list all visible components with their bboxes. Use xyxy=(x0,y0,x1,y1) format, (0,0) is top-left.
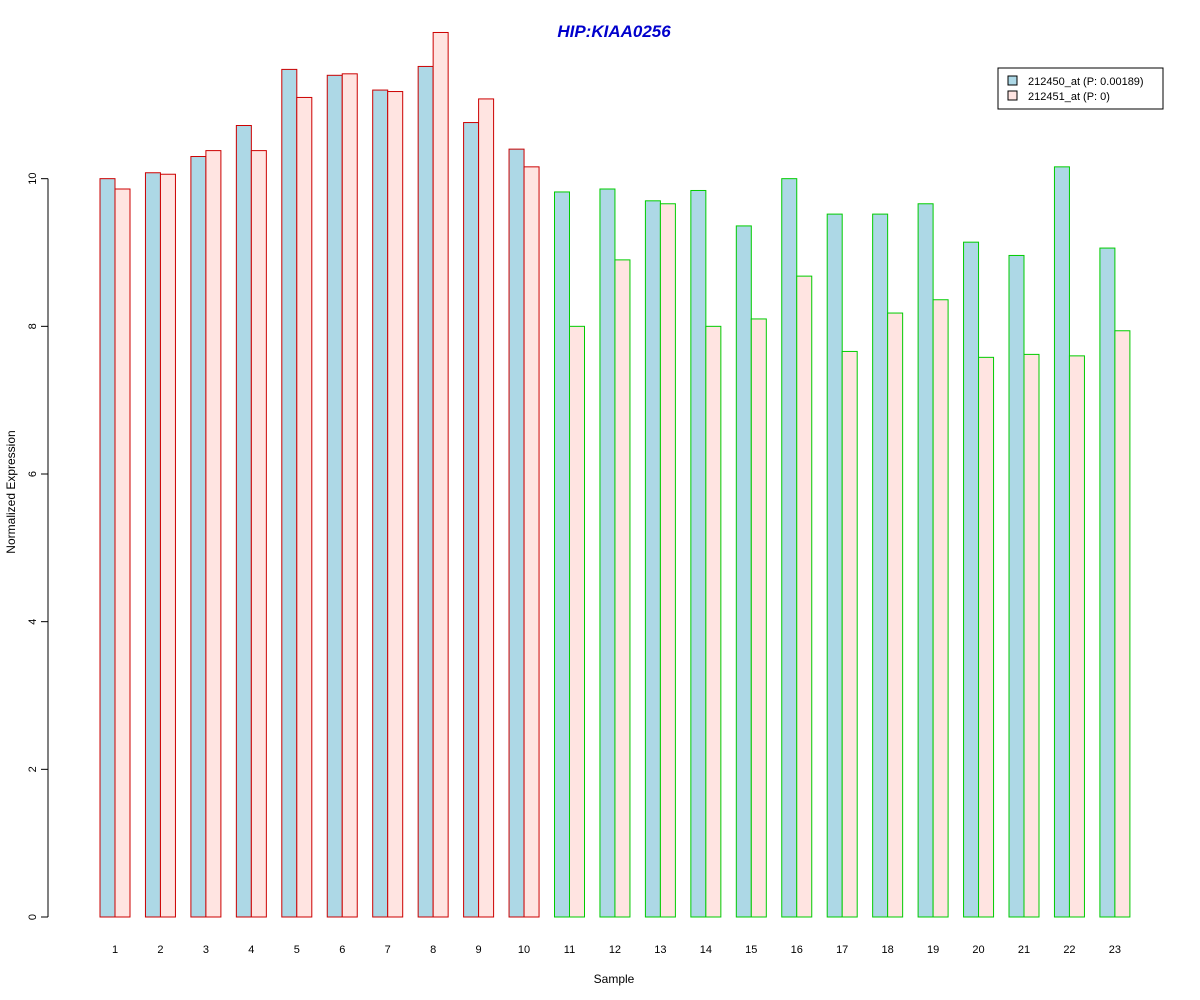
bar-sample-8-series-1 xyxy=(417,65,434,918)
x-tick-label-10: 10 xyxy=(518,944,530,956)
bar-sample-2-series-2 xyxy=(159,173,176,918)
bar-sample-22-series-2 xyxy=(1068,355,1085,918)
legend: 212450_at (P: 0.00189) 212451_at (P: 0) xyxy=(997,67,1164,110)
bar-sample-16-series-2 xyxy=(796,275,813,918)
bar-sample-14-series-1 xyxy=(690,189,707,918)
legend-label-212451: 212451_at (P: 0) xyxy=(1028,91,1110,103)
bar-sample-5-series-1 xyxy=(281,68,298,918)
x-tick-label-7: 7 xyxy=(385,944,391,956)
x-tick-label-1: 1 xyxy=(112,944,118,956)
x-axis-tick-labels: 1 2 3 4 5 6 7 8 9 10 11 12 13 14 15 16 17 18 19 20 21 22 23 xyxy=(112,944,1121,956)
bar-sample-5-series-2 xyxy=(296,96,313,918)
bar-sample-20-series-2 xyxy=(978,356,995,918)
bar-sample-1-series-2 xyxy=(114,188,131,918)
bar-sample-9-series-2 xyxy=(478,98,495,918)
y-axis-title: Normalized Expression xyxy=(4,430,18,553)
bar-sample-4-series-1 xyxy=(235,125,252,918)
x-tick-label-14: 14 xyxy=(700,944,712,956)
bar-sample-10-series-2 xyxy=(523,166,540,918)
x-tick-label-5: 5 xyxy=(294,944,300,956)
x-tick-label-15: 15 xyxy=(745,944,757,956)
bar-sample-6-series-2 xyxy=(341,73,358,918)
x-tick-label-20: 20 xyxy=(972,944,984,956)
bar-sample-8-series-2 xyxy=(432,31,449,918)
y-axis: 0 2 4 6 8 10 xyxy=(27,173,49,920)
bar-sample-9-series-1 xyxy=(463,122,480,918)
x-tick-label-9: 9 xyxy=(476,944,482,956)
x-tick-label-19: 19 xyxy=(927,944,939,956)
bar-sample-19-series-1 xyxy=(917,203,934,918)
legend-label-212450: 212450_at (P: 0.00189) xyxy=(1028,76,1144,88)
bar-sample-15-series-1 xyxy=(735,225,752,918)
bar-sample-3-series-1 xyxy=(190,156,207,918)
bar-sample-12-series-1 xyxy=(599,188,616,918)
legend-swatch-212450 xyxy=(1007,75,1018,86)
bar-sample-4-series-2 xyxy=(250,150,267,918)
bar-sample-20-series-1 xyxy=(963,241,980,918)
x-tick-label-12: 12 xyxy=(609,944,621,956)
y-tick-label: 0 xyxy=(27,914,39,920)
bar-sample-2-series-1 xyxy=(144,172,161,918)
bar-sample-23-series-1 xyxy=(1099,247,1116,918)
legend-box xyxy=(997,67,1164,110)
bar-sample-21-series-2 xyxy=(1023,353,1040,918)
bar-sample-7-series-1 xyxy=(372,89,389,918)
bar-sample-3-series-2 xyxy=(205,150,222,918)
bars xyxy=(99,31,1131,918)
x-tick-label-16: 16 xyxy=(791,944,803,956)
x-tick-label-2: 2 xyxy=(157,944,163,956)
x-axis-title: Sample xyxy=(594,972,635,986)
x-tick-label-6: 6 xyxy=(339,944,345,956)
bar-sample-13-series-2 xyxy=(659,203,676,918)
chart-title: HIP:KIAA0256 xyxy=(557,22,671,41)
bar-sample-6-series-1 xyxy=(326,74,343,918)
bar-sample-23-series-2 xyxy=(1114,330,1131,918)
x-tick-label-23: 23 xyxy=(1109,944,1121,956)
x-tick-label-8: 8 xyxy=(430,944,436,956)
bar-sample-18-series-1 xyxy=(872,213,889,918)
bar-sample-1-series-1 xyxy=(99,178,116,918)
bar-sample-7-series-2 xyxy=(387,91,404,918)
bar-sample-15-series-2 xyxy=(750,318,767,918)
x-tick-label-22: 22 xyxy=(1063,944,1075,956)
bar-sample-12-series-2 xyxy=(614,259,631,918)
y-tick-label: 8 xyxy=(27,323,39,329)
x-tick-label-21: 21 xyxy=(1018,944,1030,956)
bar-sample-11-series-2 xyxy=(569,325,585,918)
legend-swatch-212451 xyxy=(1007,90,1018,101)
bar-sample-17-series-2 xyxy=(841,350,858,918)
y-tick-label: 6 xyxy=(27,471,39,477)
bar-sample-18-series-2 xyxy=(887,312,904,918)
bar-sample-17-series-1 xyxy=(826,213,843,918)
y-tick-label: 10 xyxy=(27,173,39,185)
x-tick-label-3: 3 xyxy=(203,944,209,956)
x-tick-label-4: 4 xyxy=(248,944,254,956)
bar-sample-19-series-2 xyxy=(932,299,949,918)
x-tick-label-13: 13 xyxy=(654,944,666,956)
y-tick-label: 4 xyxy=(27,619,39,625)
bar-sample-11-series-1 xyxy=(554,191,570,918)
bar-sample-21-series-1 xyxy=(1008,254,1025,918)
bar-sample-10-series-1 xyxy=(508,148,525,918)
bar-sample-16-series-1 xyxy=(781,178,798,918)
x-tick-label-17: 17 xyxy=(836,944,848,956)
y-tick-label: 2 xyxy=(27,766,39,772)
bar-sample-13-series-1 xyxy=(644,200,661,918)
x-tick-label-11: 11 xyxy=(564,944,575,956)
x-tick-label-18: 18 xyxy=(882,944,894,956)
bar-sample-14-series-2 xyxy=(705,325,722,918)
bar-sample-22-series-1 xyxy=(1053,166,1070,918)
